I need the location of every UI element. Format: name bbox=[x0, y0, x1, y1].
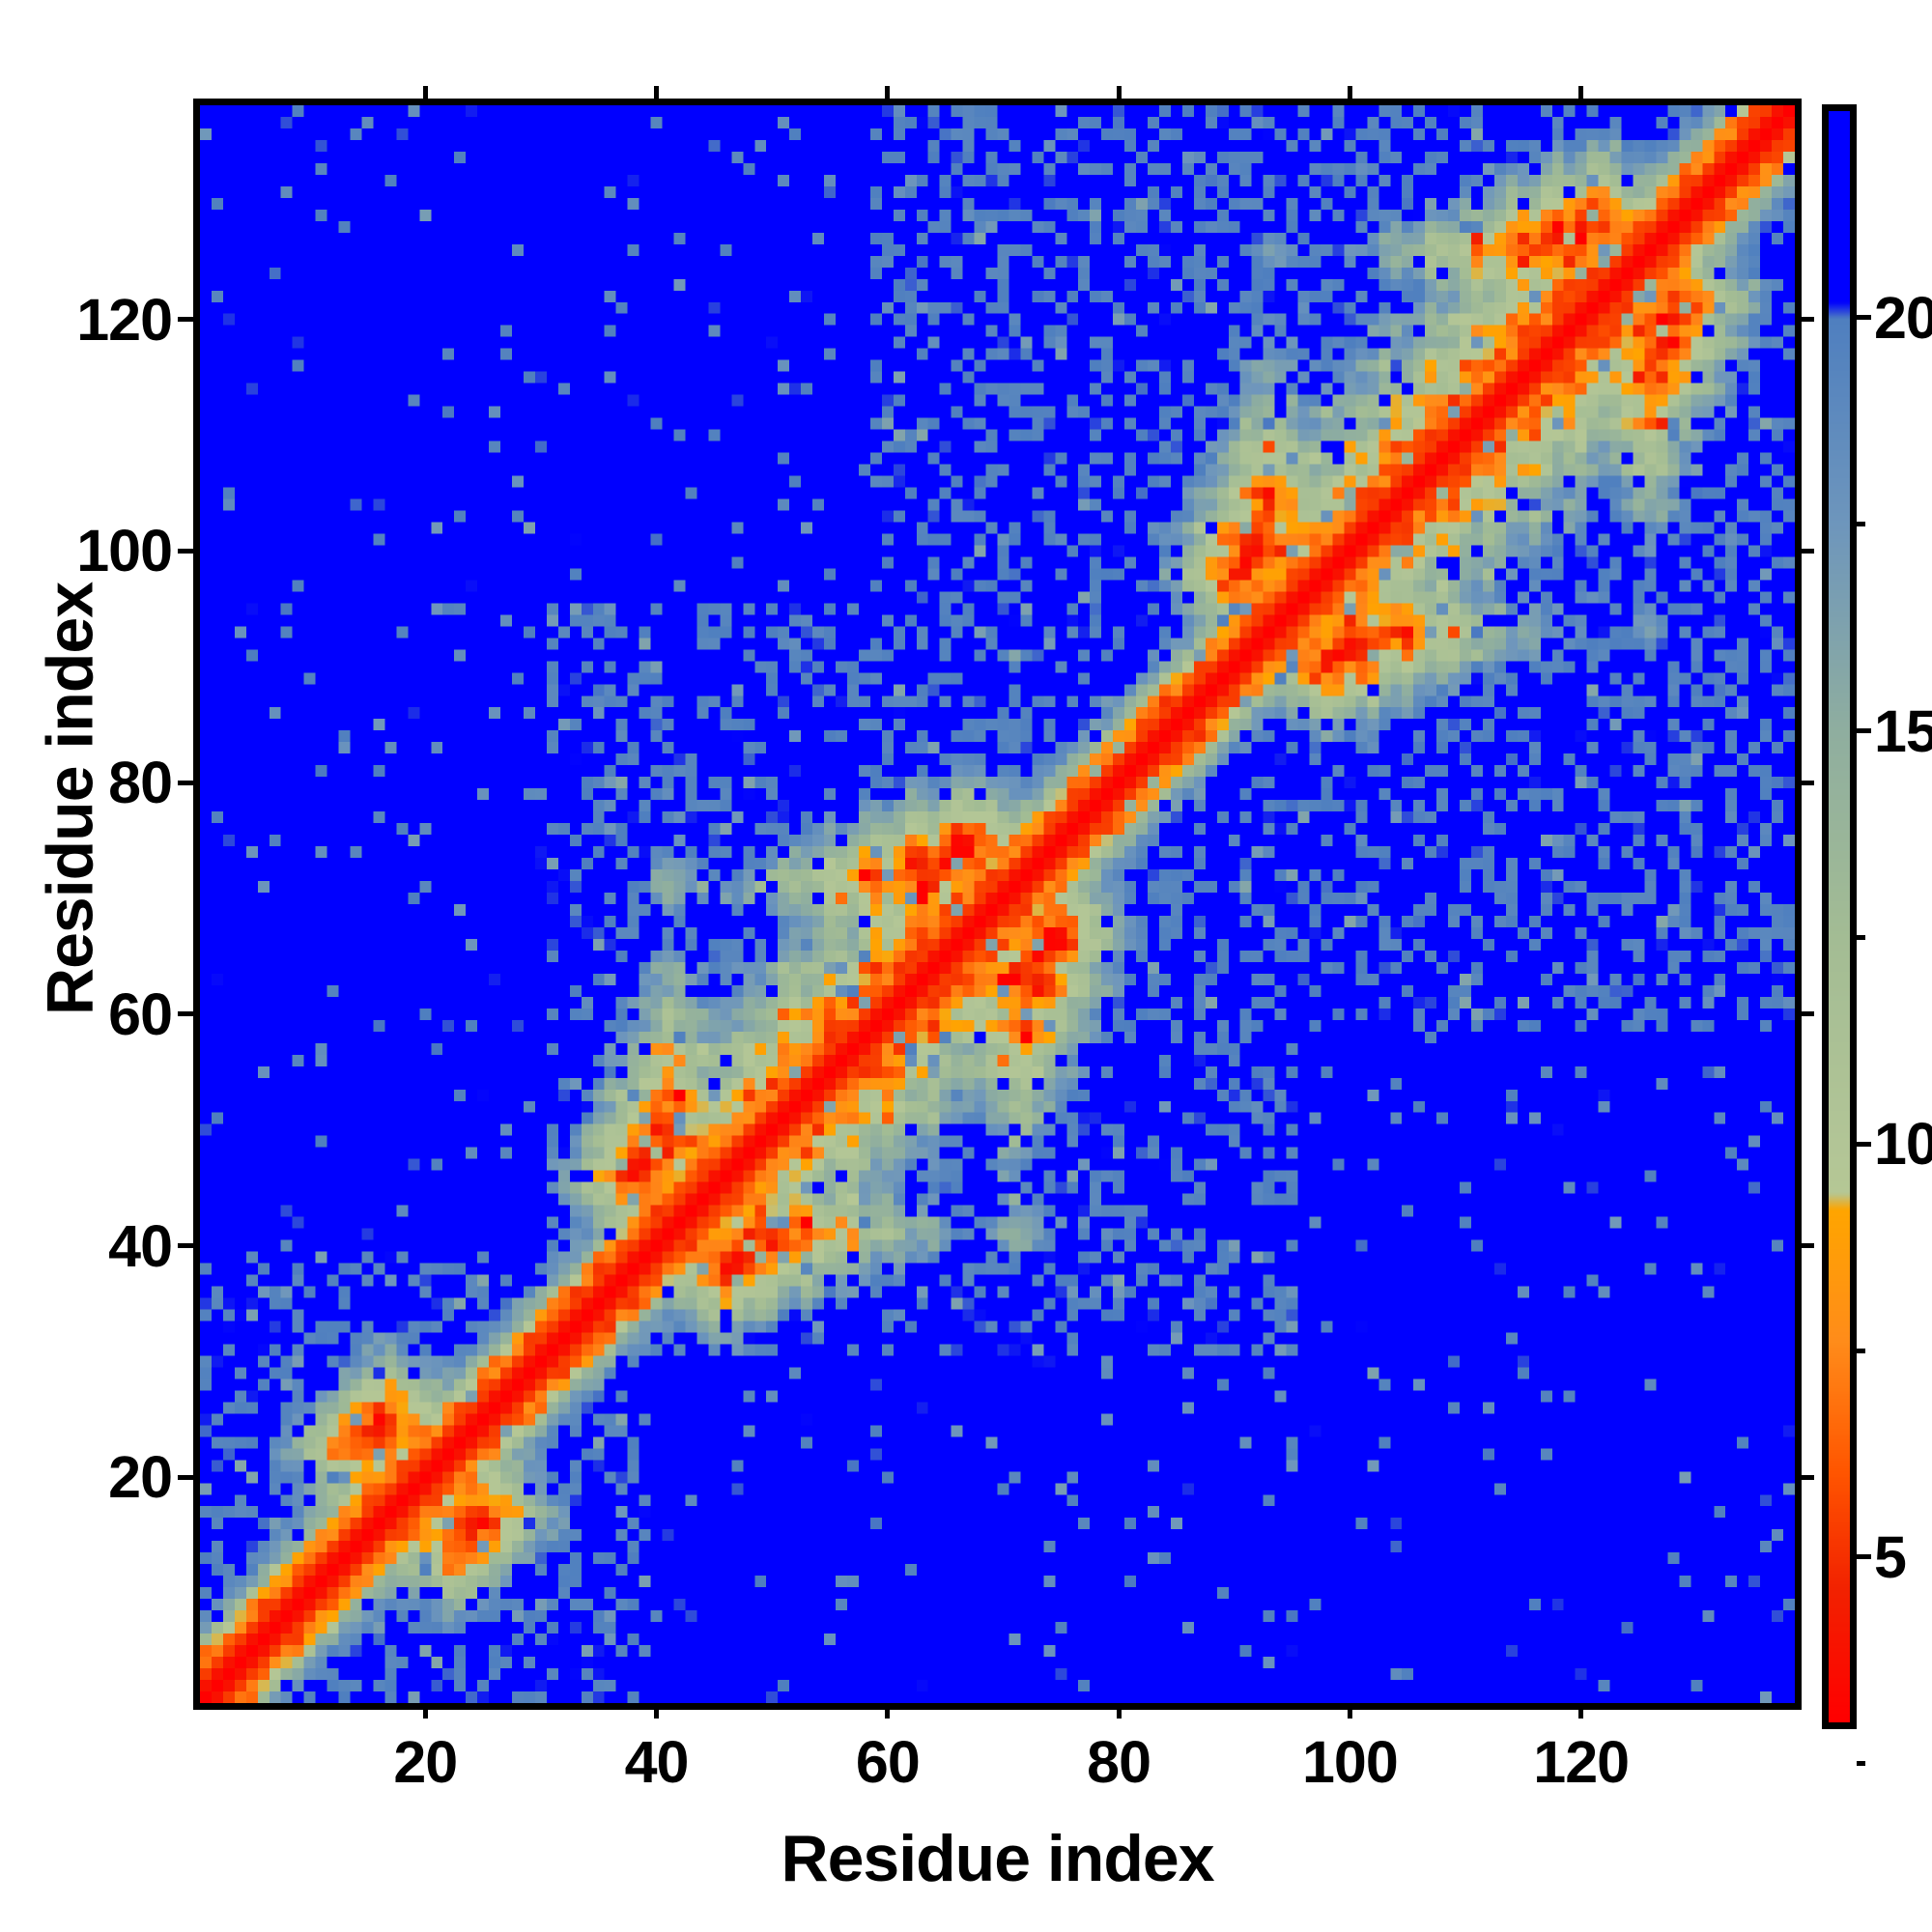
colorbar-gradient bbox=[1829, 111, 1850, 1722]
y-tick-label-100: 100 bbox=[76, 518, 173, 584]
x-tick-label-40: 40 bbox=[624, 1729, 690, 1795]
y-tick-20 bbox=[178, 1474, 193, 1480]
colorbar-tick-15 bbox=[1857, 728, 1871, 734]
colorbar-tick-label-20: 20 bbox=[1874, 284, 1932, 351]
y-tick-right-60 bbox=[1802, 1011, 1814, 1017]
x-tick-label-60: 60 bbox=[855, 1729, 921, 1795]
colorbar-tick-label-10: 10 bbox=[1874, 1111, 1932, 1178]
x-tick-label-100: 100 bbox=[1302, 1729, 1399, 1795]
x-tick-top-100 bbox=[1347, 86, 1352, 99]
colorbar-minor-tick bbox=[1857, 1348, 1865, 1353]
colorbar bbox=[1822, 104, 1857, 1729]
colorbar-minor-tick bbox=[1857, 1761, 1865, 1767]
colorbar-tick-10 bbox=[1857, 1141, 1871, 1147]
colorbar-tick-5 bbox=[1857, 1554, 1871, 1560]
x-tick-60 bbox=[885, 1703, 891, 1719]
x-tick-label-120: 120 bbox=[1533, 1729, 1630, 1795]
colorbar-tick-label-5: 5 bbox=[1874, 1523, 1907, 1590]
y-tick-right-120 bbox=[1802, 317, 1814, 323]
x-tick-label-20: 20 bbox=[393, 1729, 458, 1795]
colorbar-minor-tick bbox=[1857, 934, 1865, 940]
x-tick-top-60 bbox=[885, 86, 891, 99]
y-tick-right-100 bbox=[1802, 548, 1814, 554]
colorbar-tick-20 bbox=[1857, 315, 1871, 321]
y-tick-label-80: 80 bbox=[108, 750, 173, 816]
y-tick-40 bbox=[178, 1243, 193, 1249]
y-tick-120 bbox=[178, 317, 193, 323]
x-tick-top-120 bbox=[1578, 86, 1584, 99]
heatmap-image bbox=[200, 105, 1795, 1703]
x-tick-40 bbox=[654, 1703, 660, 1719]
x-tick-top-40 bbox=[654, 86, 660, 99]
y-axis-title: Residue index bbox=[33, 582, 107, 1016]
y-tick-100 bbox=[178, 548, 193, 554]
y-tick-right-80 bbox=[1802, 780, 1814, 785]
y-tick-80 bbox=[178, 780, 193, 785]
y-tick-right-40 bbox=[1802, 1243, 1814, 1249]
x-tick-label-80: 80 bbox=[1087, 1729, 1151, 1795]
colorbar-minor-tick bbox=[1857, 522, 1865, 527]
y-tick-label-60: 60 bbox=[108, 980, 173, 1047]
x-tick-top-80 bbox=[1116, 86, 1122, 99]
colorbar-tick-label-15: 15 bbox=[1874, 697, 1932, 764]
y-tick-label-40: 40 bbox=[108, 1212, 173, 1279]
x-tick-80 bbox=[1116, 1703, 1122, 1719]
heatmap-plot-area bbox=[193, 99, 1802, 1710]
y-tick-label-120: 120 bbox=[76, 286, 173, 353]
x-tick-20 bbox=[422, 1703, 428, 1719]
y-tick-right-20 bbox=[1802, 1474, 1814, 1480]
y-tick-60 bbox=[178, 1011, 193, 1017]
x-tick-100 bbox=[1347, 1703, 1352, 1719]
x-axis-title: Residue index bbox=[781, 1822, 1214, 1895]
x-tick-top-20 bbox=[422, 86, 428, 99]
y-tick-label-20: 20 bbox=[108, 1444, 173, 1511]
x-tick-120 bbox=[1578, 1703, 1584, 1719]
